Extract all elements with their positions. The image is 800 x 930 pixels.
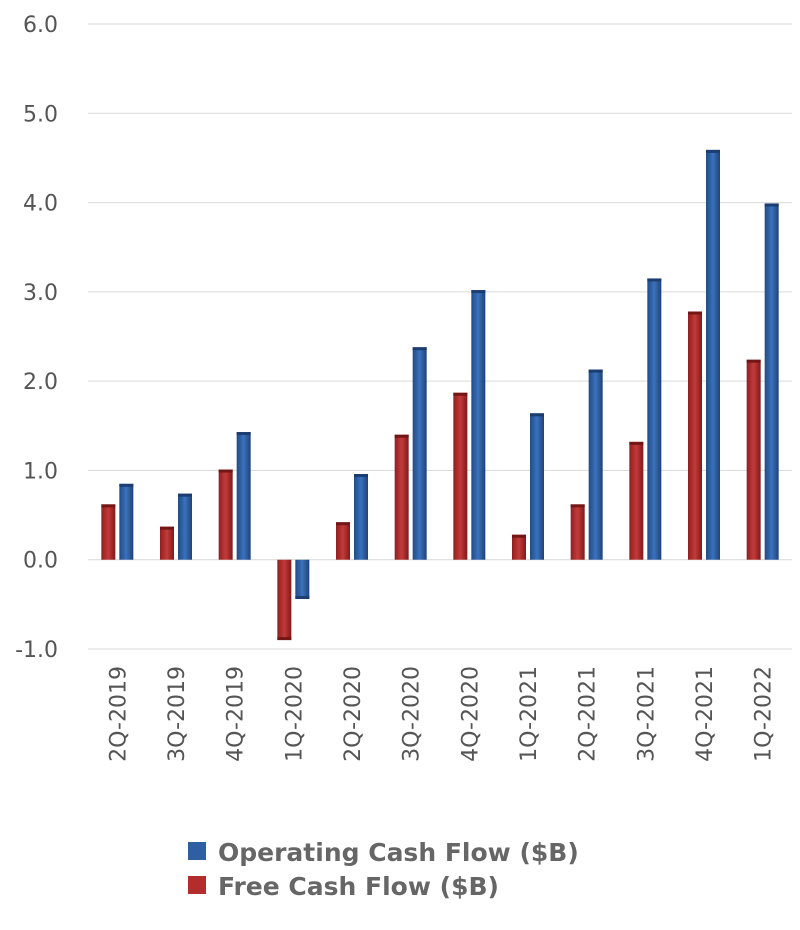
- bar-cap: [218, 469, 233, 473]
- x-tick-label: 4Q-2020: [458, 666, 483, 762]
- free-cash-flow-bar-3q-2021: [629, 441, 644, 560]
- legend: Operating Cash Flow ($B) Free Cash Flow (…: [188, 838, 579, 901]
- x-axis-ticks: 2Q-2019 3Q-2019 4Q-2019 1Q-2020 2Q-2020 3Q-20…: [106, 666, 776, 762]
- bar-cap: [764, 203, 779, 207]
- free-cash-flow-bar-1q-2020: [277, 559, 292, 641]
- bar-cap: [160, 526, 174, 530]
- operating-cash-flow-bar-4q-2019: [236, 432, 251, 560]
- bar-cap: [706, 149, 720, 153]
- bar-cap: [688, 311, 702, 315]
- x-tick-label: 2Q-2020: [341, 666, 366, 762]
- bar-cap: [746, 359, 761, 363]
- y-tick-label: -1.0: [15, 638, 58, 663]
- legend-label-operating-cash-flow: Operating Cash Flow ($B): [218, 838, 579, 867]
- x-tick-label: 2Q-2021: [576, 666, 601, 762]
- bar-cap: [295, 596, 310, 599]
- x-tick-label: 1Q-2022: [752, 666, 777, 762]
- x-tick-label: 4Q-2021: [693, 666, 718, 762]
- free-cash-flow-bar-3q-2019: [160, 526, 174, 560]
- bar-cap: [453, 392, 468, 396]
- bar-cap: [629, 441, 644, 445]
- x-tick-label: 1Q-2021: [517, 666, 542, 762]
- x-tick-label: 3Q-2019: [165, 666, 190, 762]
- bar-cap: [119, 483, 134, 487]
- y-axis-ticks: -1.0 0.0 1.0 2.0 3.0 4.0 5.0 6.0: [15, 13, 58, 663]
- legend-swatch-free-cash-flow: [188, 876, 206, 894]
- bar-cap: [394, 434, 409, 438]
- bar-cap: [570, 504, 585, 508]
- bar-cap: [101, 504, 116, 508]
- free-cash-flow-bar-4q-2020: [453, 392, 468, 560]
- y-tick-label: 4.0: [23, 192, 58, 217]
- y-tick-label: 2.0: [23, 370, 58, 395]
- free-cash-flow-bar-2q-2020: [336, 522, 350, 560]
- bar-cap: [512, 534, 526, 538]
- operating-cash-flow-bar-1q-2021: [530, 413, 544, 560]
- bar-cap: [588, 369, 603, 373]
- operating-cash-flow-bar-4q-2020: [471, 290, 486, 560]
- x-tick-label: 1Q-2020: [282, 666, 307, 762]
- y-tick-label: 6.0: [23, 13, 58, 38]
- bars: [101, 149, 779, 641]
- operating-cash-flow-bar-1q-2020: [295, 559, 310, 599]
- operating-cash-flow-bar-3q-2021: [647, 278, 662, 560]
- y-tick-label: 0.0: [23, 549, 58, 574]
- x-tick-label: 2Q-2019: [106, 666, 131, 762]
- bar-cap: [412, 347, 427, 351]
- x-tick-label: 4Q-2019: [224, 666, 249, 762]
- x-tick-label: 3Q-2021: [634, 666, 659, 762]
- free-cash-flow-bar-3q-2020: [394, 434, 409, 560]
- free-cash-flow-bar-2q-2021: [570, 504, 585, 560]
- bar-cap: [354, 474, 368, 477]
- bar-cap: [471, 290, 486, 294]
- y-tick-label: 1.0: [23, 459, 58, 484]
- bar-cap: [336, 522, 350, 526]
- legend-label-free-cash-flow: Free Cash Flow ($B): [218, 872, 499, 901]
- bar-cap: [178, 493, 192, 497]
- x-tick-label: 3Q-2020: [400, 666, 425, 762]
- operating-cash-flow-bar-4q-2021: [706, 149, 720, 560]
- bar-cap: [647, 278, 662, 282]
- operating-cash-flow-bar-3q-2020: [412, 347, 427, 560]
- free-cash-flow-bar-2q-2019: [101, 504, 116, 560]
- operating-cash-flow-bar-3q-2019: [178, 493, 192, 560]
- free-cash-flow-bar-1q-2022: [746, 359, 761, 560]
- gridlines: [88, 23, 792, 650]
- bar-cap: [530, 413, 544, 417]
- operating-cash-flow-bar-2q-2019: [119, 483, 134, 560]
- operating-cash-flow-bar-2q-2021: [588, 369, 603, 560]
- bar-cap: [236, 432, 251, 436]
- legend-swatch-operating-cash-flow: [188, 842, 206, 860]
- y-tick-label: 5.0: [23, 102, 58, 127]
- y-tick-label: 3.0: [23, 281, 58, 306]
- bar-cap: [277, 637, 292, 641]
- free-cash-flow-bar-4q-2021: [688, 311, 702, 560]
- free-cash-flow-bar-1q-2021: [512, 534, 526, 560]
- operating-cash-flow-bar-2q-2020: [354, 474, 368, 560]
- free-cash-flow-bar-4q-2019: [218, 469, 233, 560]
- operating-cash-flow-bar-1q-2022: [764, 203, 779, 560]
